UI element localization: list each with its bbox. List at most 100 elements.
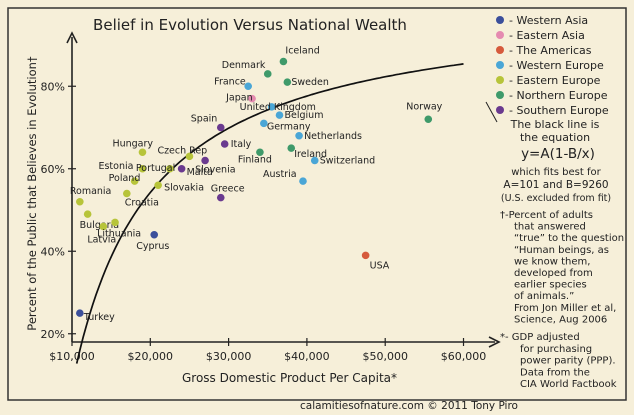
point-label: Finland: [238, 154, 272, 165]
point-southern-europe: [201, 156, 209, 165]
legend-swatch: [496, 91, 504, 99]
point-label: Czech Rep: [157, 145, 207, 156]
x-tick-label: $50,000: [362, 350, 408, 363]
y-axis-label: Percent of the Public that Believes in E…: [25, 56, 39, 331]
point-northern-europe: [424, 115, 433, 124]
x-tick-label: $10,000: [49, 350, 95, 363]
point-label: Italy: [231, 139, 252, 150]
point-label: Denmark: [222, 60, 266, 71]
y-tick-label: 40%: [41, 245, 65, 258]
legend-label: - Eastern Asia: [509, 29, 585, 42]
legend-swatch: [496, 16, 504, 24]
point-eastern-europe: [123, 189, 131, 198]
dagger-note-line: of animals.”: [514, 291, 574, 302]
point-eastern-europe: [76, 197, 84, 206]
point-eastern-europe: [130, 177, 139, 185]
point-label: Romania: [70, 186, 112, 197]
dagger-note-line: “true” to the question: [514, 233, 624, 244]
legend-swatch: [496, 61, 504, 69]
point-label: Bulgaria: [80, 220, 119, 231]
y-axis-arrow: [66, 31, 78, 44]
point-label: Belgium: [285, 110, 324, 121]
point-label: Iceland: [285, 46, 319, 57]
point-label: Germany: [267, 121, 311, 132]
point-label: Malta: [187, 167, 213, 178]
point-western-europe: [299, 177, 307, 185]
point-label: Turkey: [83, 312, 115, 323]
fit-note-line: (U.S. excluded from fit): [501, 193, 611, 204]
point-label: Hungary: [112, 138, 153, 149]
point-eastern-europe: [154, 181, 162, 190]
dagger-note-line: “Human beings, as: [514, 245, 609, 256]
point-label: Poland: [109, 173, 141, 184]
star-note-line: Data from the: [520, 367, 590, 378]
fit-note-line: y=A(1-B/x): [521, 146, 595, 162]
fit-note-arrow: [485, 101, 498, 123]
dagger-note-line: we know them,: [514, 256, 590, 267]
point-northern-europe: [287, 144, 296, 152]
fit-note-line: which fits best for: [511, 167, 601, 178]
x-tick-label: $60,000: [441, 350, 487, 363]
credit-text: calamitiesofnature.com © 2011 Tony Piro: [300, 400, 518, 412]
point-label: Slovenia: [195, 165, 235, 176]
fit-note-line: The black line is: [510, 118, 600, 131]
point-western-europe: [244, 82, 252, 91]
point-the-americas: [361, 251, 370, 260]
point-southern-europe: [177, 164, 186, 173]
legend: - Western Asia - Eastern Asia - The Americ…: [496, 14, 609, 117]
star-note-line: power parity (PPP).: [520, 356, 616, 367]
point-eastern-europe: [111, 218, 119, 227]
point-label: Greece: [211, 184, 245, 195]
legend-label: - Southern Europe: [509, 104, 609, 117]
point-western-europe: [267, 103, 276, 111]
point-western-europe: [310, 156, 319, 165]
point-western-asia: [150, 230, 159, 239]
legend-swatch: [496, 46, 504, 54]
star-note-line: CIA World Factbook: [520, 379, 617, 390]
x-tick-label: $40,000: [284, 350, 330, 363]
legend-label: - Eastern Europe: [509, 74, 601, 87]
point-label: Slovakia: [164, 182, 204, 193]
x-tick-label: $30,000: [206, 350, 252, 363]
point-label: Japan: [225, 93, 253, 104]
legend-label: - Western Asia: [509, 14, 588, 27]
point-label: Portugal: [136, 163, 175, 174]
point-northern-europe: [279, 57, 288, 66]
point-label: USA: [370, 260, 390, 271]
point-label: Austria: [263, 169, 297, 180]
point-label: France: [214, 76, 246, 87]
point-western-europe: [275, 111, 284, 119]
axes: $10,000 $20,000 $30,000 $40,000 $50,000 $60,0…: [25, 31, 501, 385]
point-western-europe: [295, 131, 303, 140]
point-label: Sweden: [291, 77, 329, 88]
legend-label: - Northern Europe: [509, 89, 608, 102]
dagger-note-line: From Jon Miller et al,: [514, 303, 616, 314]
fit-note-line: A=101 and B=9260: [503, 179, 608, 191]
y-tick-label: 20%: [41, 328, 65, 341]
fit-note-line: the equation: [520, 131, 590, 144]
point-label: United Kingdom: [240, 102, 316, 113]
point-label: Switzerland: [320, 156, 375, 167]
dagger-note-line: †-Percent of adults: [500, 210, 593, 221]
chart-title: Belief in Evolution Versus National Weal…: [93, 16, 407, 34]
point-label: Spain: [191, 114, 218, 125]
x-axis-arrow: [488, 336, 501, 348]
legend-swatch: [496, 31, 504, 39]
y-tick-label: 60%: [41, 163, 65, 176]
dagger-note-line: that answered: [514, 222, 586, 233]
point-eastern-europe: [83, 210, 92, 218]
point-western-asia: [76, 309, 84, 317]
point-southern-europe: [216, 123, 225, 132]
dagger-note-line: developed from: [514, 268, 593, 279]
legend-label: - Western Europe: [509, 59, 604, 72]
point-southern-europe: [220, 140, 229, 148]
point-label: Latvia: [87, 235, 116, 246]
point-northern-europe: [256, 148, 264, 157]
legend-swatch: [496, 106, 504, 114]
point-label: Lithuania: [97, 228, 141, 239]
point-eastern-europe: [99, 222, 108, 231]
dagger-note-line: earlier species: [514, 280, 587, 291]
